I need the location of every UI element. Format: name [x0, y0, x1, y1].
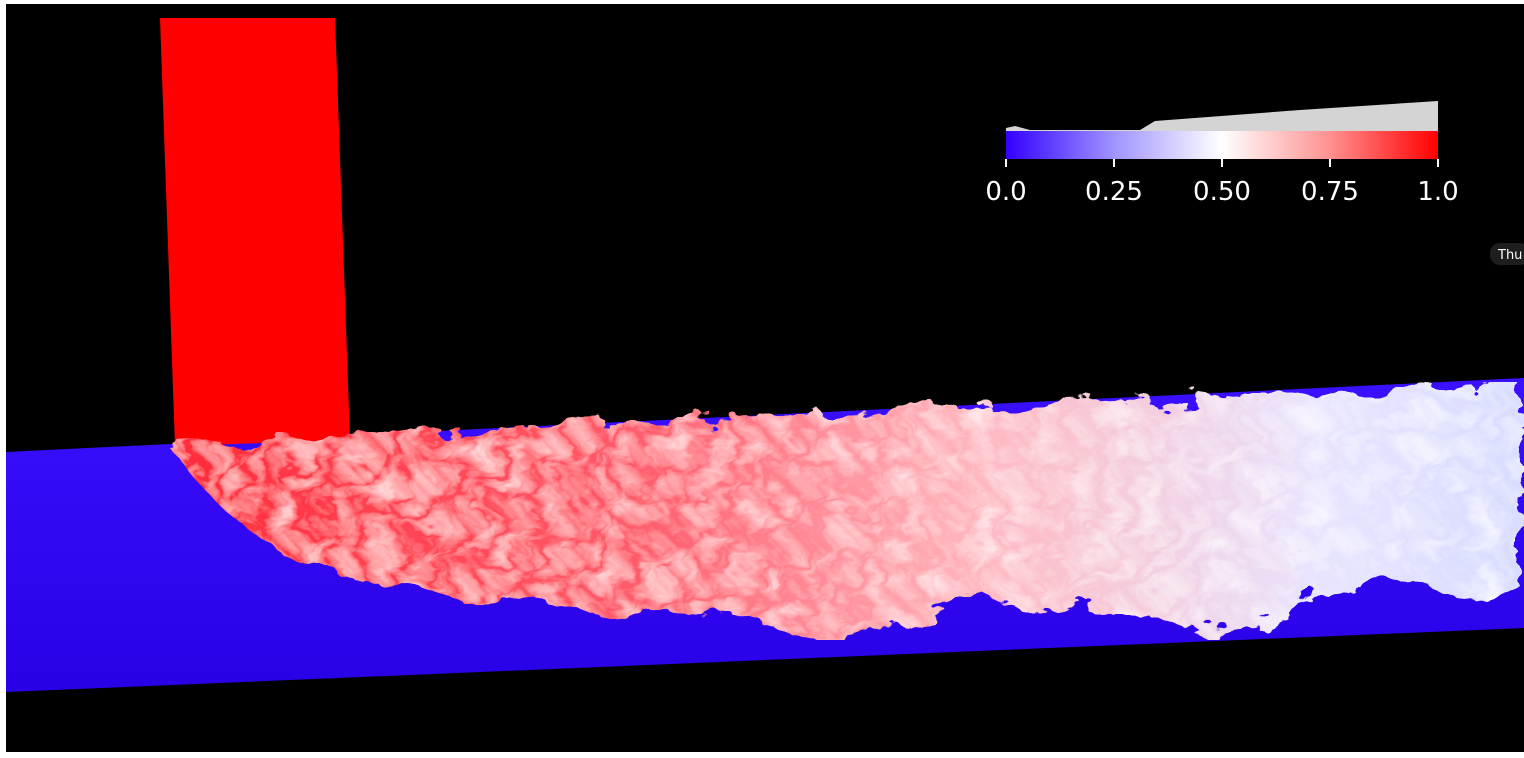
colorbar-tick-label: 0.0	[985, 177, 1026, 207]
visualization: Thu 0.0 0.25 0.50 0.75 1.0	[0, 0, 1524, 758]
inlet	[160, 18, 350, 446]
page: Thu 0.00.250.500.751.0 (() => { const da…	[0, 0, 1524, 758]
colorbar	[1006, 131, 1438, 159]
colorbar-tick-label: 0.50	[1193, 177, 1251, 207]
colorbar-tick-label: 1.0	[1417, 177, 1458, 207]
time-label: Thu	[1497, 248, 1522, 263]
colorbar-tick-label: 0.75	[1301, 177, 1359, 207]
colorbar-tick-label: 0.25	[1085, 177, 1143, 207]
